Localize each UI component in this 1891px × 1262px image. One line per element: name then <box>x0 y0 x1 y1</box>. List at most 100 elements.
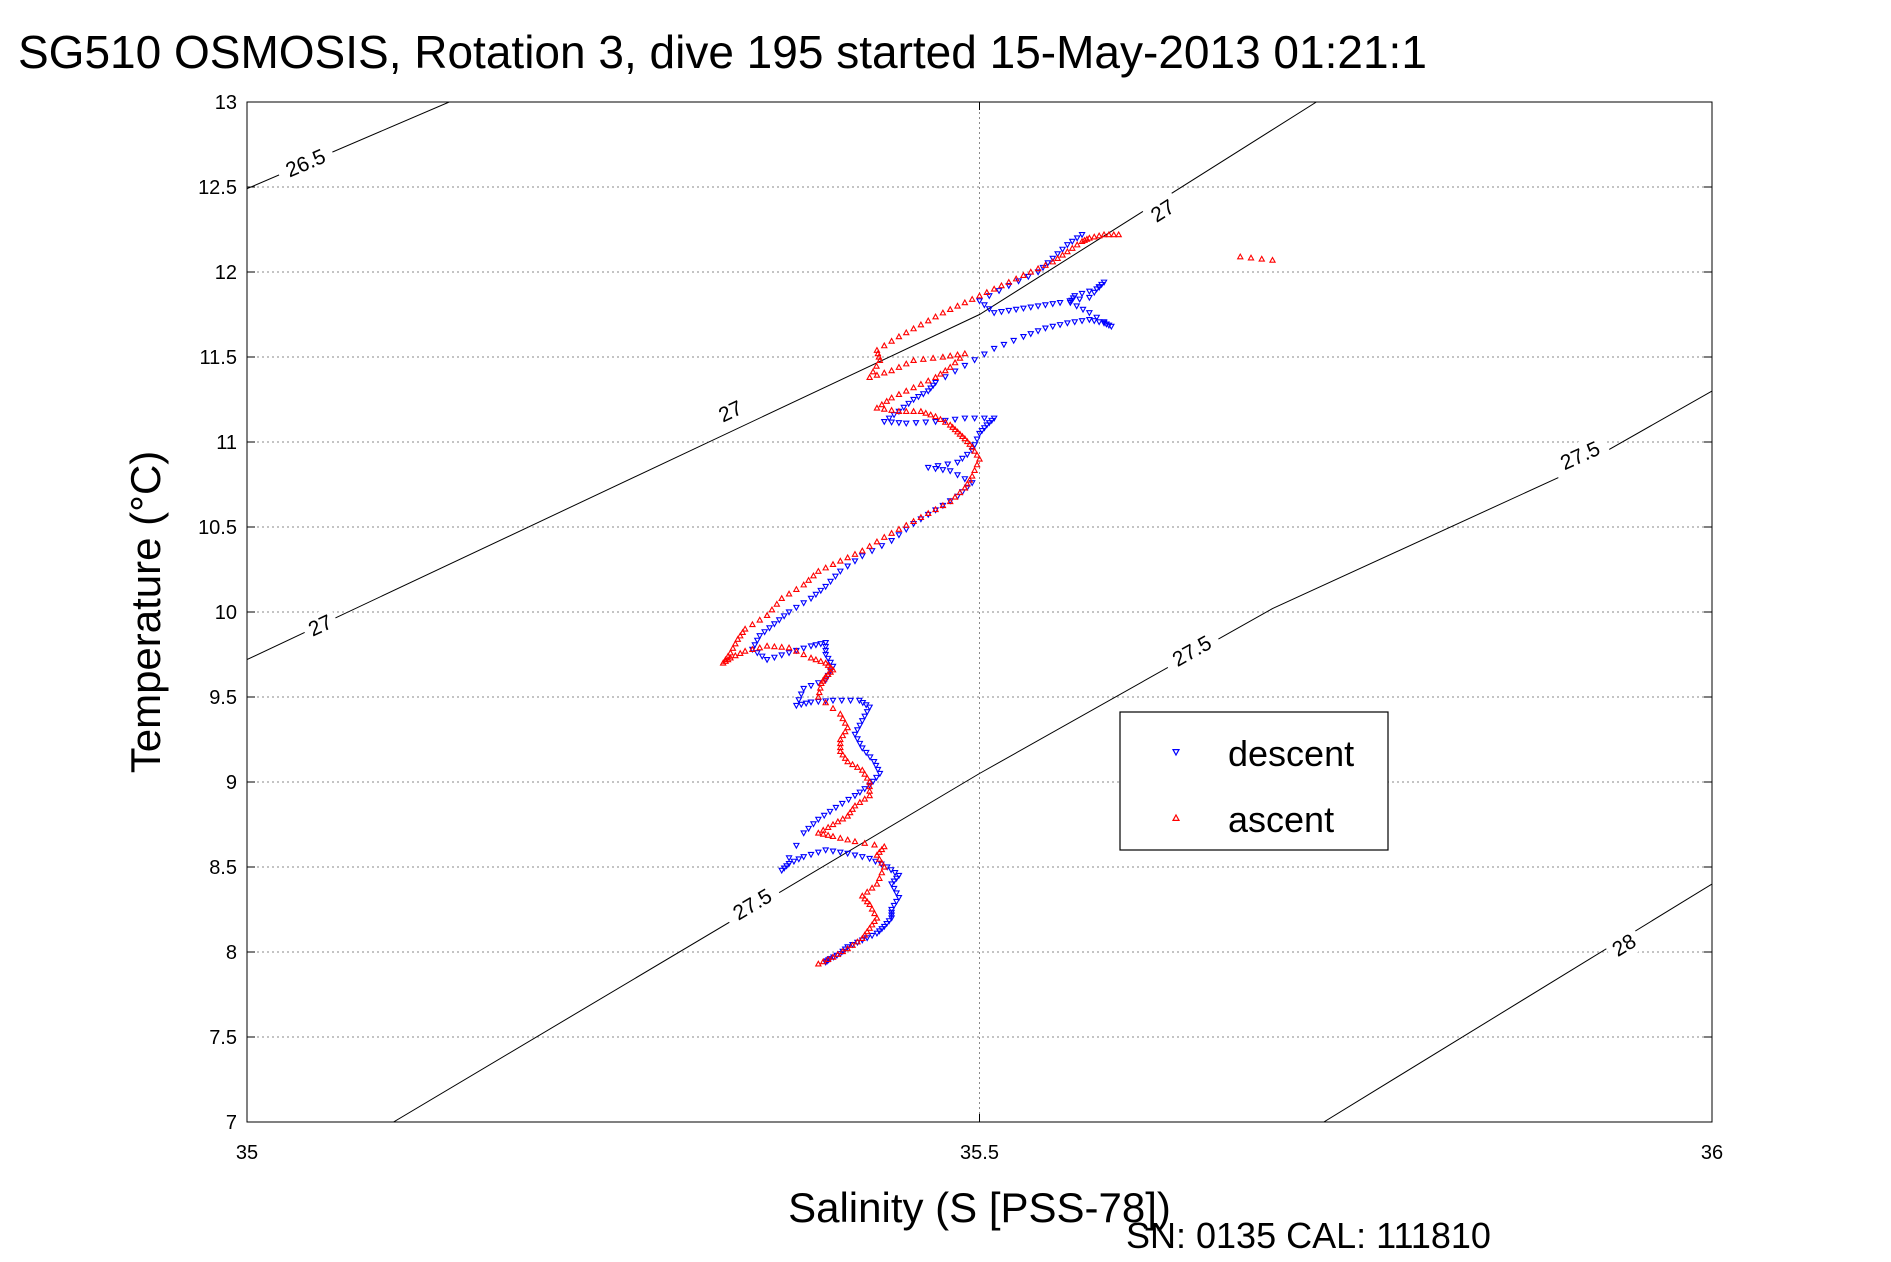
descent-point <box>1085 316 1093 324</box>
descent-point <box>878 543 886 550</box>
descent-point <box>807 851 815 859</box>
ascent-point <box>1049 258 1057 265</box>
ascent-point <box>841 727 849 735</box>
ascent-point <box>961 298 969 306</box>
descent-point <box>932 418 940 426</box>
descent-point <box>858 553 866 560</box>
ascent-point <box>741 625 749 632</box>
descent-point <box>862 749 870 757</box>
ascent-point <box>946 497 954 505</box>
descent-point <box>951 368 959 375</box>
descent-point <box>1102 321 1111 328</box>
descent-point <box>932 379 940 387</box>
ascent-point <box>1054 254 1062 262</box>
ascent-point <box>932 313 940 320</box>
ascent-point <box>1041 261 1049 268</box>
ascent-point <box>939 501 947 509</box>
legend-marker-descent <box>1171 749 1181 757</box>
descent-point <box>958 455 966 463</box>
descent-point <box>946 468 954 475</box>
ascent-point <box>726 649 734 656</box>
descent-point <box>861 713 869 720</box>
descent-point <box>880 418 888 426</box>
descent-point <box>817 587 825 595</box>
ascent-point <box>851 550 859 557</box>
y-tick-label: 9.5 <box>209 687 237 709</box>
legend-box <box>1119 711 1389 851</box>
ascent-point <box>829 704 837 711</box>
ascent-point <box>1083 235 1091 242</box>
descent-point <box>836 568 844 575</box>
descent-point <box>895 894 903 902</box>
ascent-point <box>824 831 832 838</box>
ascent-point <box>839 714 847 722</box>
descent-point <box>858 718 866 725</box>
ascent-point <box>971 466 979 473</box>
descent-point <box>826 808 834 816</box>
descent-point <box>1085 288 1093 296</box>
ascent-point <box>858 547 866 554</box>
descent-point <box>924 388 932 395</box>
descent-point <box>961 362 969 370</box>
ascent-point <box>836 743 844 751</box>
descent-point <box>1085 310 1093 317</box>
ascent-point <box>910 517 918 524</box>
descent-point <box>807 643 815 650</box>
ascent-point <box>1110 230 1118 238</box>
ascent-point <box>836 557 844 564</box>
ascent-point <box>773 600 781 607</box>
ascent-point <box>724 652 732 659</box>
ascent-point <box>1005 278 1013 285</box>
ascent-point <box>1019 271 1027 279</box>
descent-point <box>971 442 979 449</box>
ascent-point <box>736 649 744 656</box>
ascent-point <box>873 538 881 545</box>
ascent-point <box>868 921 876 928</box>
ascent-point <box>848 760 857 768</box>
descent-point <box>795 856 803 863</box>
descent-point <box>805 825 813 833</box>
descent-point <box>1058 246 1067 254</box>
ascent-point <box>888 406 896 413</box>
ascent-point <box>722 657 730 664</box>
ascent-point <box>1027 268 1035 275</box>
ascent-point <box>1105 230 1113 238</box>
descent-point <box>858 745 866 752</box>
y-tick-label: 7.5 <box>209 1027 237 1049</box>
ascent-point <box>868 884 876 891</box>
descent-point <box>888 906 896 914</box>
ascent-point <box>875 874 883 881</box>
descent-point <box>885 415 893 422</box>
ascent-point <box>961 484 969 491</box>
descent-point <box>800 854 808 861</box>
descent-point <box>932 466 940 473</box>
ascent-point <box>829 953 837 960</box>
ascent-point <box>866 373 874 381</box>
descent-point <box>1027 331 1035 338</box>
descent-point <box>885 918 893 925</box>
ascent-point <box>888 529 896 536</box>
descent-point <box>961 476 969 483</box>
descent-point <box>971 415 979 422</box>
ascent-point <box>902 521 910 528</box>
descent-point <box>1027 304 1035 311</box>
ascent-point <box>1073 241 1081 248</box>
x-axis-label: Salinity (S [PSS-78]) <box>788 1184 1171 1231</box>
ascent-point <box>878 859 886 866</box>
descent-point <box>880 923 888 931</box>
ascent-point <box>844 757 852 765</box>
ascent-point <box>866 542 874 549</box>
ascent-point <box>853 938 861 945</box>
ascent-point <box>848 941 857 948</box>
ascent-point <box>846 808 854 816</box>
ascent-point <box>946 421 954 428</box>
ascent-point <box>739 628 747 636</box>
ascent-point <box>792 585 800 592</box>
ascent-point <box>941 366 949 374</box>
ascent-point <box>839 815 847 822</box>
contour-label-bg <box>1548 431 1612 480</box>
ascent-point <box>870 909 879 917</box>
descent-point <box>870 758 878 766</box>
descent-point <box>851 852 859 859</box>
